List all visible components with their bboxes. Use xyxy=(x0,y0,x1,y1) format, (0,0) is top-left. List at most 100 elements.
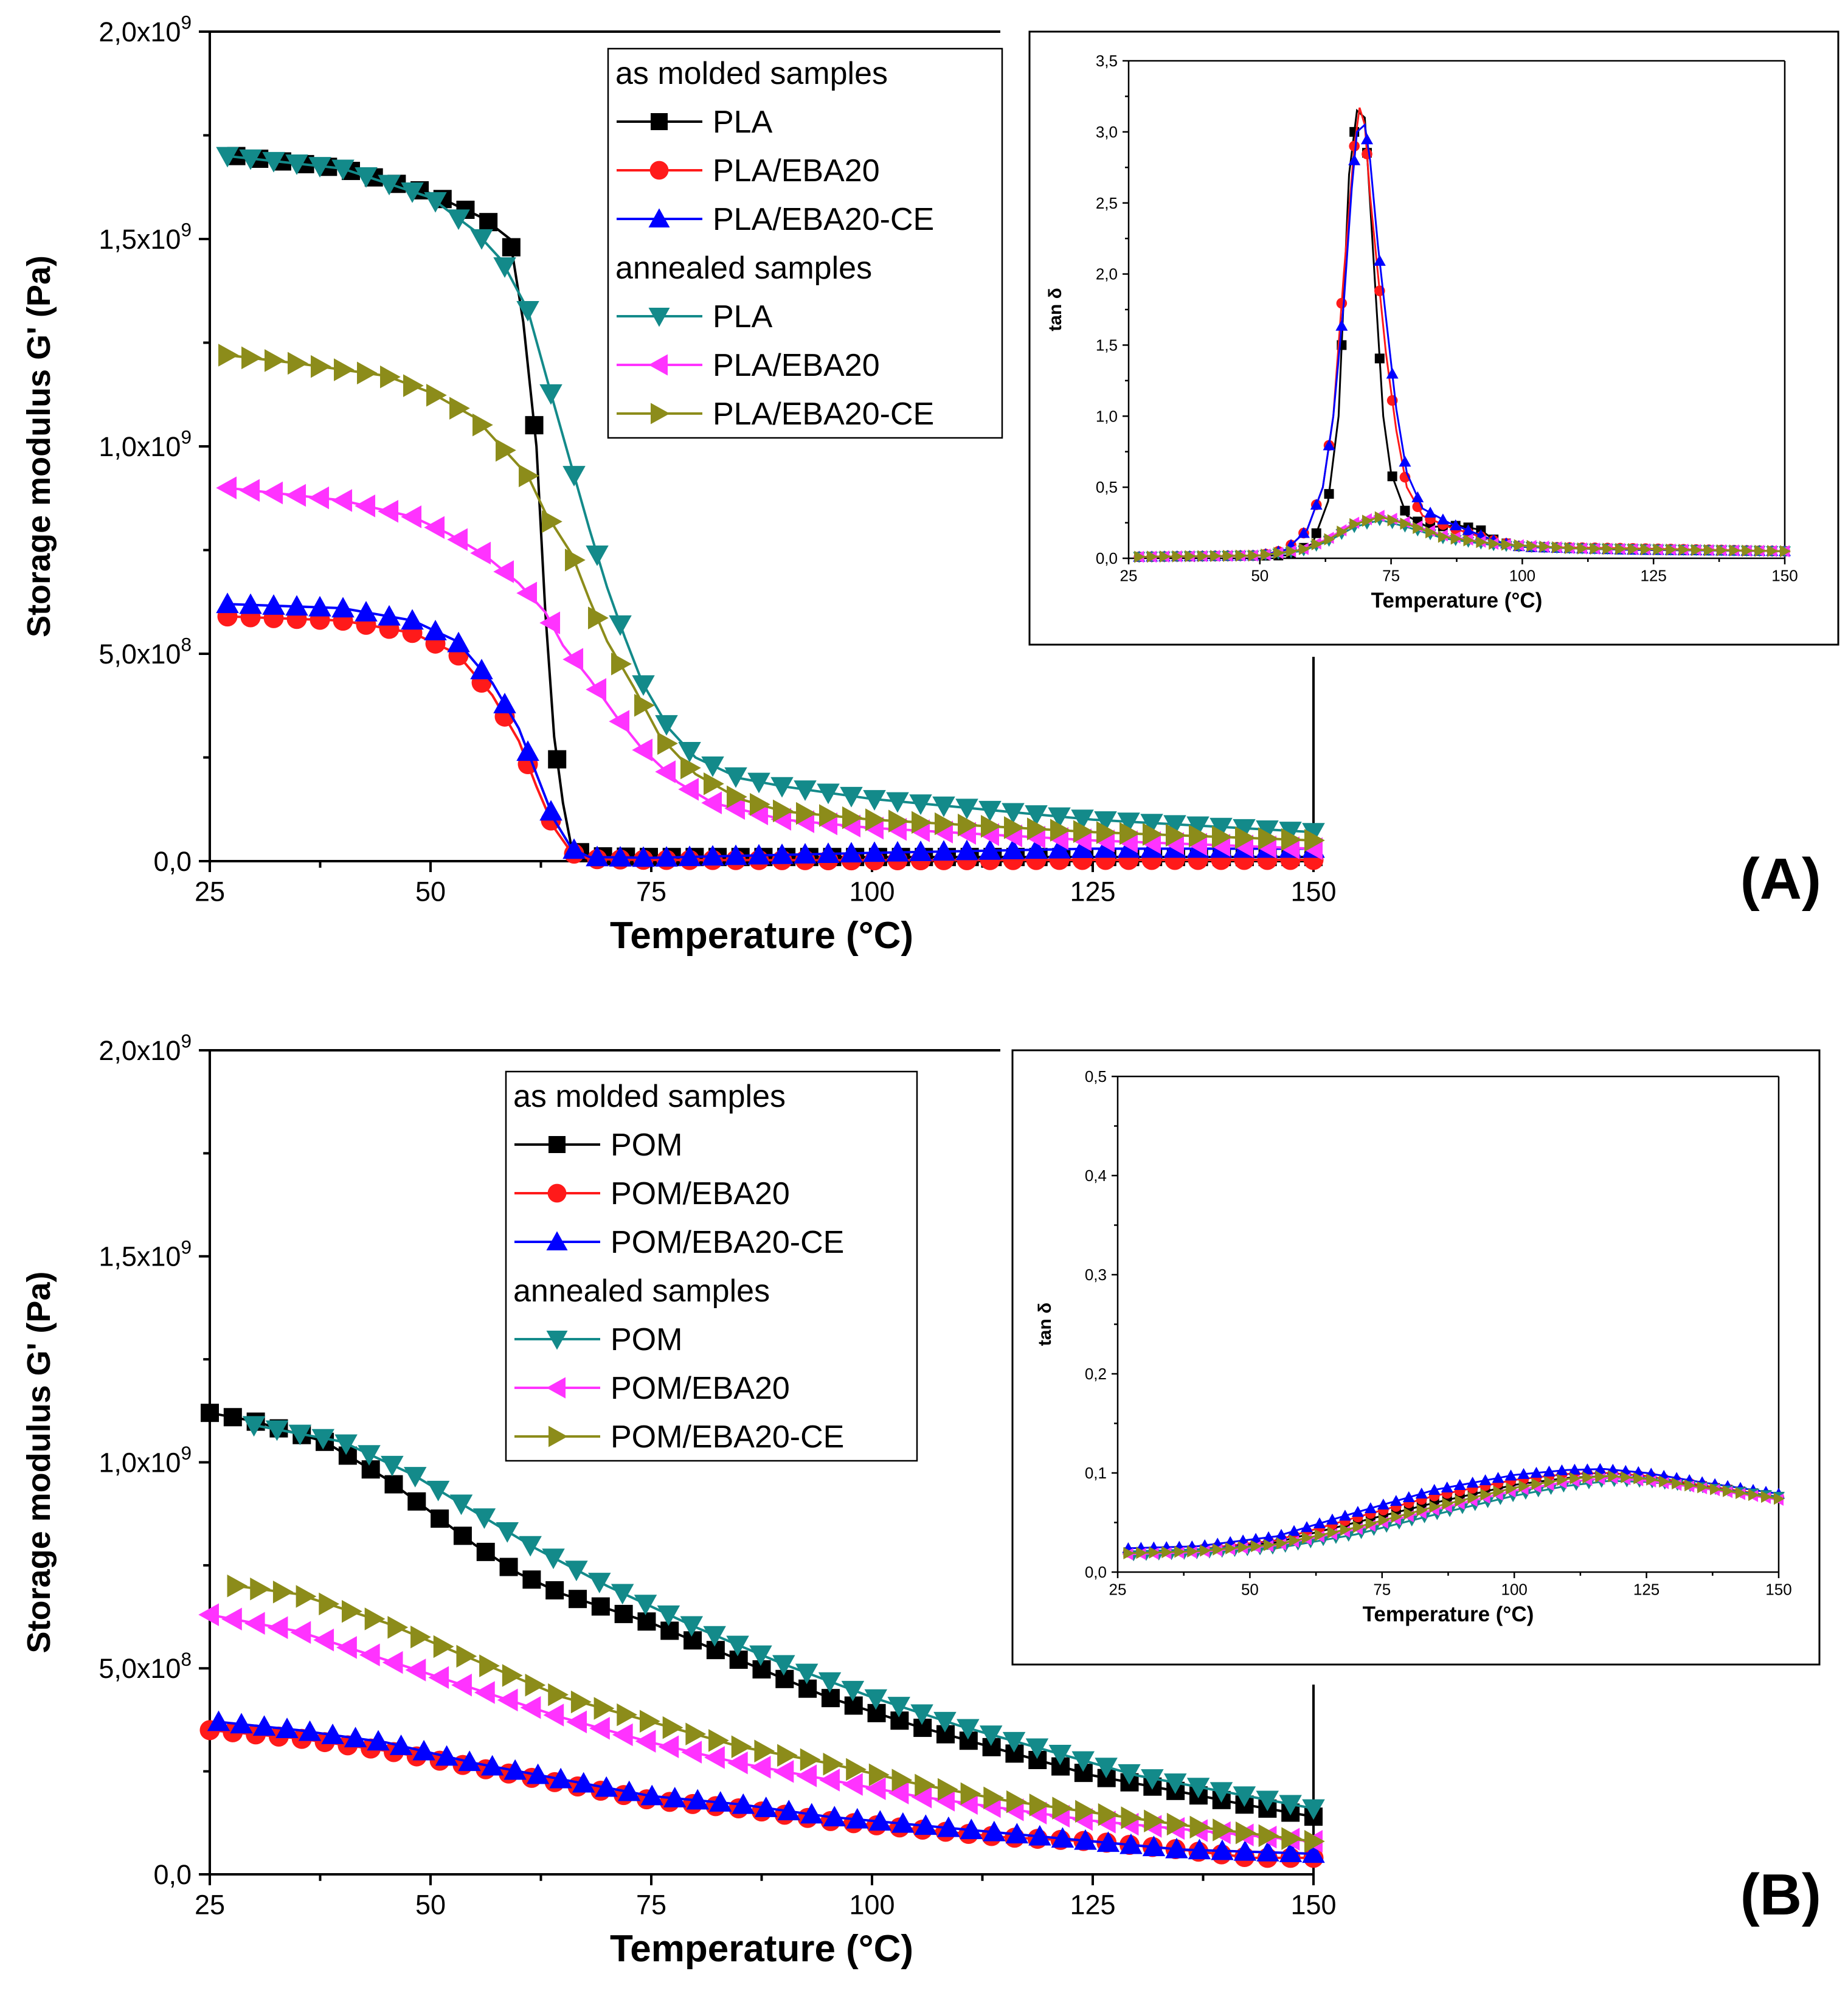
data-point xyxy=(609,710,630,733)
legend-header: as molded samples xyxy=(615,56,888,91)
data-point xyxy=(701,845,724,866)
data-point xyxy=(497,1688,518,1712)
data-point xyxy=(1281,1827,1303,1850)
legend-label: POM/EBA20 xyxy=(611,1371,790,1406)
x-tick-label: 125 xyxy=(1070,1889,1115,1920)
data-point xyxy=(334,1434,358,1455)
data-point xyxy=(1281,828,1302,851)
data-point xyxy=(331,597,355,618)
data-point xyxy=(865,808,886,831)
data-point xyxy=(426,1480,450,1502)
data-point xyxy=(230,1713,253,1734)
data-point xyxy=(586,678,607,701)
data-point xyxy=(389,1734,413,1755)
data-point xyxy=(319,1592,340,1616)
data-point xyxy=(817,842,840,863)
data-point xyxy=(796,1764,817,1787)
data-point xyxy=(221,1607,242,1630)
data-point xyxy=(657,1605,680,1626)
data-point xyxy=(262,151,285,173)
data-point xyxy=(910,1704,933,1725)
data-point xyxy=(1048,837,1071,859)
data-point xyxy=(1098,1803,1119,1826)
data-point xyxy=(1235,826,1256,850)
x-tick-label: 100 xyxy=(1501,1580,1528,1598)
data-point xyxy=(1279,1795,1302,1816)
data-point xyxy=(773,799,794,823)
chart-B-main: 25 50 75 100 125 150 0,0 5,0x108 1,0x109 1,5x109 2… xyxy=(21,1030,1821,1970)
data-point xyxy=(1429,1500,1441,1513)
data-point xyxy=(937,1816,960,1837)
data-point xyxy=(1297,527,1310,538)
data-point xyxy=(981,814,1002,838)
data-point xyxy=(458,1750,481,1772)
data-point xyxy=(1400,518,1411,530)
data-point xyxy=(428,1666,449,1689)
legend-header: annealed samples xyxy=(615,251,872,286)
data-point xyxy=(1262,1531,1275,1542)
y-tick-label: 1,0x109 xyxy=(99,426,192,462)
data-point xyxy=(958,813,978,837)
data-point xyxy=(1442,1497,1453,1510)
data-point xyxy=(1352,1520,1364,1533)
data-point xyxy=(1310,499,1323,510)
data-point xyxy=(1005,1823,1029,1844)
x-tick-label: 150 xyxy=(1765,1580,1791,1598)
legend-marker xyxy=(549,1136,566,1153)
data-point xyxy=(640,1784,663,1806)
data-point xyxy=(937,1778,958,1801)
data-point xyxy=(355,167,378,188)
data-point xyxy=(1123,1547,1135,1560)
data-point xyxy=(1633,1472,1645,1485)
data-point xyxy=(1161,1546,1173,1559)
data-point xyxy=(1338,1509,1351,1521)
data-point xyxy=(1094,837,1117,858)
data-point xyxy=(1071,1751,1095,1772)
data-point xyxy=(1340,1523,1351,1536)
data-point xyxy=(1526,539,1538,552)
data-point xyxy=(480,1755,504,1776)
data-point xyxy=(431,1509,449,1528)
data-point xyxy=(1449,519,1462,530)
data-point xyxy=(223,1408,242,1427)
data-point xyxy=(634,1595,657,1615)
data-point xyxy=(1399,456,1411,467)
legend-marker xyxy=(651,403,670,424)
data-point xyxy=(285,154,308,175)
data-point xyxy=(496,438,516,462)
data-point xyxy=(336,1636,357,1659)
data-point xyxy=(216,476,237,499)
data-point xyxy=(470,659,493,680)
y-tick-label: 0,2 xyxy=(1085,1365,1107,1383)
data-point xyxy=(794,780,817,801)
data-point xyxy=(708,1729,729,1752)
chart-A-main: 25 50 75 100 125 150 0,0 5,0x108 1,0x109 1,5x109 2… xyxy=(21,12,1821,957)
data-point xyxy=(1349,140,1360,152)
data-point xyxy=(1302,1842,1325,1863)
data-point xyxy=(747,844,770,865)
data-point xyxy=(632,675,655,696)
data-point xyxy=(1189,1815,1211,1839)
data-point xyxy=(1568,1463,1581,1475)
data-point xyxy=(701,791,722,814)
data-point xyxy=(522,1570,541,1589)
data-point xyxy=(447,528,468,551)
data-point xyxy=(594,1697,615,1720)
data-point xyxy=(1143,823,1163,846)
data-point xyxy=(1286,545,1298,558)
data-point xyxy=(588,606,609,629)
data-point xyxy=(401,609,424,630)
data-point xyxy=(1302,823,1325,844)
data-point xyxy=(265,349,285,372)
data-point xyxy=(886,792,909,813)
data-point xyxy=(1666,543,1677,556)
y-tick-label: 2,5 xyxy=(1096,194,1118,212)
data-point xyxy=(474,1681,495,1704)
legend-marker xyxy=(648,308,670,327)
data-point xyxy=(909,840,932,861)
data-point xyxy=(244,1612,265,1635)
data-point xyxy=(1467,1491,1479,1504)
data-point xyxy=(267,1616,288,1640)
data-point xyxy=(308,595,331,617)
data-point xyxy=(355,494,376,518)
